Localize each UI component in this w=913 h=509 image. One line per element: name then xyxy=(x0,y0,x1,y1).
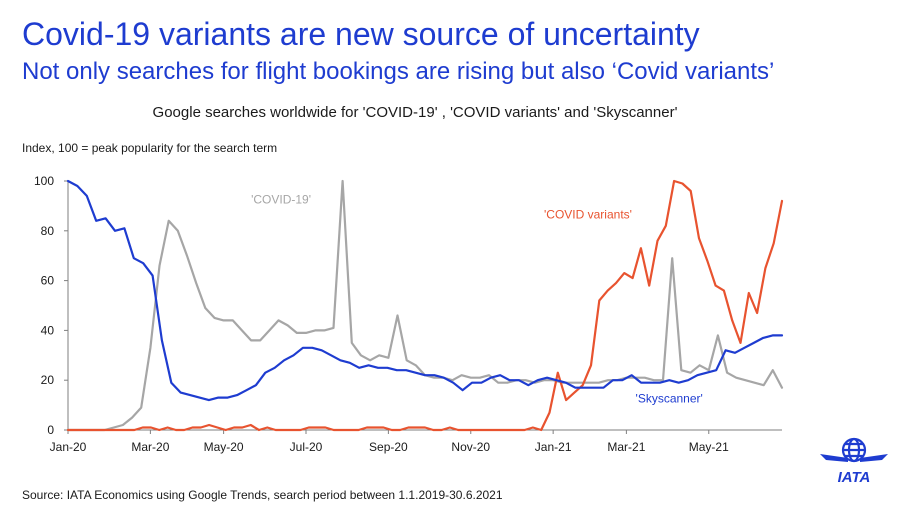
x-tick-label: Jan-21 xyxy=(535,440,572,454)
series-label-skyscanner: 'Skyscanner' xyxy=(636,392,703,406)
series-label-covid-variants: 'COVID variants' xyxy=(544,207,632,221)
y-tick-label: 80 xyxy=(41,224,55,238)
x-tick-label: Jan-20 xyxy=(50,440,87,454)
y-tick-label: 0 xyxy=(47,423,54,437)
page-subtitle: Not only searches for flight bookings ar… xyxy=(22,58,775,85)
y-axis-label: Index, 100 = peak popularity for the sea… xyxy=(22,141,278,155)
line-chart: 0 20 40 60 80 100 Jan-20 Mar-20 May-20 Jul-20 Sep-… xyxy=(34,174,784,454)
y-tick-label: 100 xyxy=(34,174,54,188)
logo-text: IATA xyxy=(838,469,871,486)
x-tick-label: Mar-21 xyxy=(607,440,645,454)
source-note: Source: IATA Economics using Google Tren… xyxy=(22,488,503,502)
x-tick-label: Nov-20 xyxy=(451,440,490,454)
y-tick-label: 20 xyxy=(41,373,55,387)
series-label-covid-19: 'COVID-19' xyxy=(251,192,311,206)
x-tick-label: Mar-20 xyxy=(131,440,169,454)
x-tick-label: May-21 xyxy=(689,440,729,454)
series-line-covid-variants xyxy=(66,179,784,432)
y-tick-label: 40 xyxy=(41,323,55,337)
iata-globe-logo: IATA xyxy=(820,437,888,486)
x-tick-label: Jul-20 xyxy=(290,440,323,454)
x-tick-label: Sep-20 xyxy=(369,440,408,454)
y-tick-label: 60 xyxy=(41,274,55,288)
page-title: Covid-19 variants are new source of unce… xyxy=(22,16,700,52)
chart-title: Google searches worldwide for 'COVID-19'… xyxy=(152,104,678,121)
x-tick-label: May-20 xyxy=(204,440,244,454)
series-line-skyscanner xyxy=(66,179,784,402)
